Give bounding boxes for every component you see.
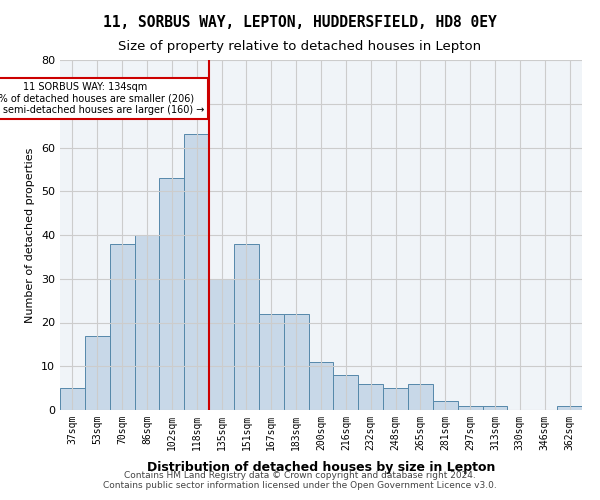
- Bar: [334, 375, 358, 410]
- Bar: [557, 406, 582, 410]
- Bar: [110, 244, 134, 410]
- Text: 11, SORBUS WAY, LEPTON, HUDDERSFIELD, HD8 0EY: 11, SORBUS WAY, LEPTON, HUDDERSFIELD, HD…: [103, 15, 497, 30]
- X-axis label: Distribution of detached houses by size in Lepton: Distribution of detached houses by size …: [147, 461, 495, 474]
- Bar: [85, 336, 110, 410]
- Y-axis label: Number of detached properties: Number of detached properties: [25, 148, 35, 322]
- Bar: [482, 406, 508, 410]
- Text: Size of property relative to detached houses in Lepton: Size of property relative to detached ho…: [118, 40, 482, 53]
- Bar: [458, 406, 482, 410]
- Bar: [184, 134, 209, 410]
- Bar: [308, 362, 334, 410]
- Bar: [134, 235, 160, 410]
- Text: 11 SORBUS WAY: 134sqm
← 56% of detached houses are smaller (206)
44% of semi-det: 11 SORBUS WAY: 134sqm ← 56% of detached …: [0, 82, 204, 115]
- Text: Contains HM Land Registry data © Crown copyright and database right 2024.
Contai: Contains HM Land Registry data © Crown c…: [103, 470, 497, 490]
- Bar: [408, 384, 433, 410]
- Bar: [358, 384, 383, 410]
- Bar: [284, 314, 308, 410]
- Bar: [383, 388, 408, 410]
- Bar: [259, 314, 284, 410]
- Bar: [234, 244, 259, 410]
- Bar: [209, 279, 234, 410]
- Bar: [60, 388, 85, 410]
- Bar: [160, 178, 184, 410]
- Bar: [433, 401, 458, 410]
